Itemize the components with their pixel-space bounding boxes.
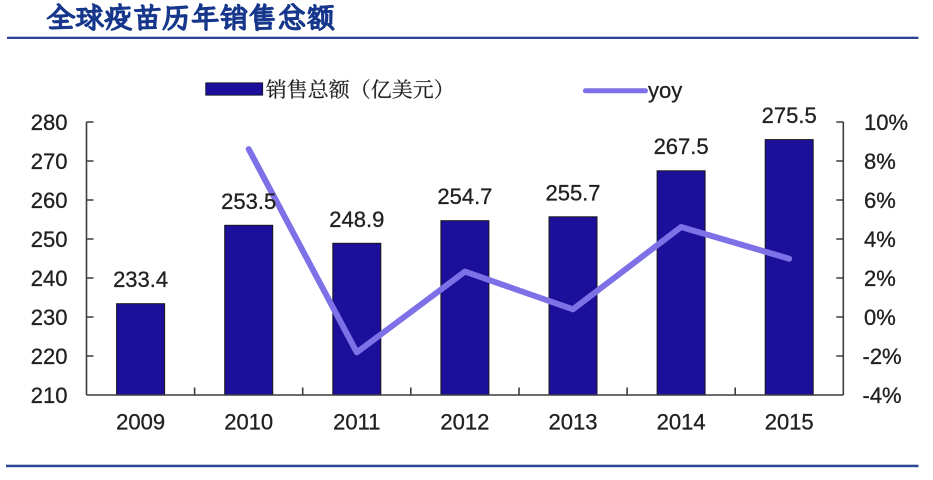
svg-text:8%: 8% (864, 149, 896, 174)
svg-text:270: 270 (31, 149, 68, 174)
svg-text:6%: 6% (864, 188, 896, 213)
svg-text:253.5: 253.5 (221, 189, 276, 214)
svg-text:2010: 2010 (224, 410, 273, 435)
svg-text:280: 280 (31, 110, 68, 135)
svg-text:-4%: -4% (863, 383, 902, 408)
svg-text:2011: 2011 (333, 410, 380, 435)
svg-text:254.7: 254.7 (437, 184, 492, 209)
svg-text:233.4: 233.4 (113, 267, 168, 292)
svg-text:267.5: 267.5 (654, 134, 709, 159)
svg-text:240: 240 (31, 266, 68, 291)
svg-text:0%: 0% (864, 305, 896, 330)
svg-text:250: 250 (31, 227, 68, 252)
svg-text:260: 260 (31, 188, 68, 213)
svg-text:2015: 2015 (765, 410, 814, 435)
svg-text:275.5: 275.5 (762, 103, 817, 128)
svg-text:248.9: 248.9 (329, 207, 384, 232)
svg-text:255.7: 255.7 (545, 180, 600, 205)
svg-text:230: 230 (31, 305, 68, 330)
svg-text:2013: 2013 (549, 410, 598, 435)
svg-text:4%: 4% (864, 227, 896, 252)
svg-text:-2%: -2% (863, 344, 902, 369)
svg-text:2009: 2009 (116, 410, 165, 435)
svg-text:yoy: yoy (648, 78, 682, 103)
svg-text:10%: 10% (864, 110, 908, 135)
svg-text:2014: 2014 (657, 410, 706, 435)
svg-text:210: 210 (31, 383, 68, 408)
svg-text:2%: 2% (864, 266, 896, 291)
svg-text:220: 220 (31, 344, 68, 369)
svg-text:2012: 2012 (440, 410, 489, 435)
